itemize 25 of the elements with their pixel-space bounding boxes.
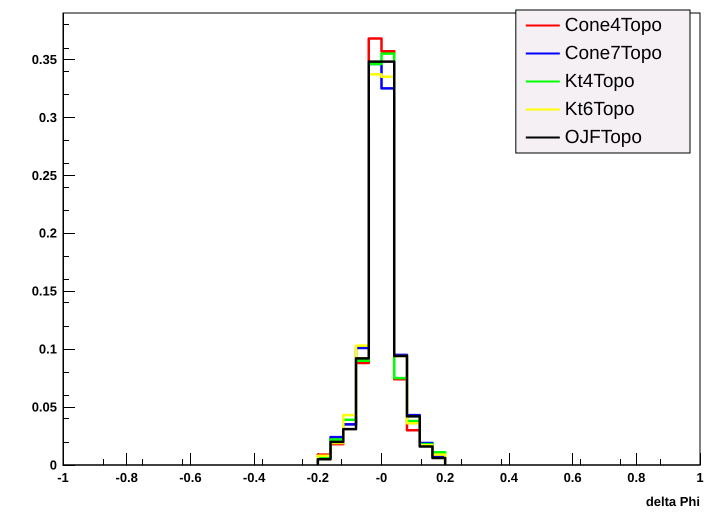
y-tick-label: 0.15 — [32, 284, 57, 299]
x-tick-label: -0 — [376, 470, 388, 485]
x-axis-title: delta Phi — [646, 494, 700, 509]
x-tick-label: 0.8 — [627, 470, 646, 485]
x-tick-label: 1 — [696, 470, 704, 485]
x-tick-label: 0.6 — [564, 470, 582, 485]
x-tick-label: 0.2 — [436, 470, 454, 485]
y-tick-label: 0.1 — [38, 342, 57, 357]
x-tick-label: 0.4 — [500, 470, 519, 485]
legend-label: Cone4Topo — [564, 15, 662, 36]
y-tick-label: 0 — [50, 458, 57, 472]
y-tick-label: 0.05 — [32, 400, 57, 415]
legend-label: Cone7Topo — [564, 43, 662, 64]
x-tick-label: -1 — [57, 470, 69, 485]
x-tick-label: -0.8 — [115, 470, 138, 485]
legend-label: Kt6Topo — [564, 99, 635, 120]
legend-label: Kt4Topo — [564, 71, 635, 92]
y-tick-label: 0.35 — [32, 52, 57, 67]
y-tick-label: 0.2 — [38, 226, 57, 241]
y-tick-label: 0.3 — [38, 110, 57, 125]
y-tick-label: 0.25 — [32, 168, 57, 183]
x-tick-label: -0.6 — [179, 470, 202, 485]
x-tick-label: -0.2 — [306, 470, 330, 485]
x-tick-label: -0.4 — [242, 470, 266, 485]
legend-label: OJFTopo — [564, 127, 642, 148]
